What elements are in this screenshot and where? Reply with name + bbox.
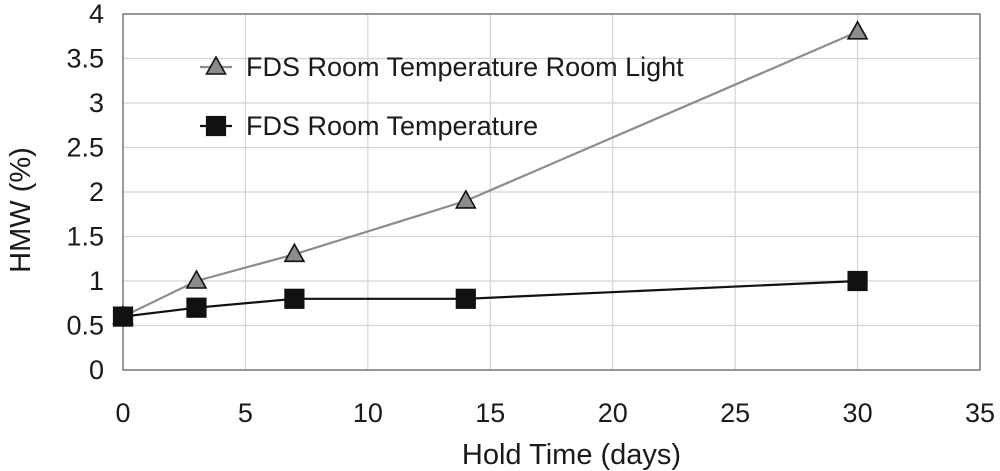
- y-axis-tick-labels: 0 0.5 1 1.5 2 2.5 3 3.5 4: [66, 0, 104, 385]
- y-tick-label: 3.5: [66, 44, 104, 74]
- y-tick-label: 0: [89, 355, 104, 385]
- legend-item: FDS Room Temperature Room Light: [200, 52, 684, 82]
- legend-label: FDS Room Temperature: [246, 111, 538, 141]
- legend-marker-square: [205, 115, 227, 137]
- legend-label: FDS Room Temperature Room Light: [246, 52, 684, 82]
- legend: FDS Room Temperature Room Light FDS Room …: [200, 52, 684, 141]
- y-tick-label: 0.5: [66, 311, 104, 341]
- data-point-triangle: [185, 269, 208, 289]
- x-tick-label: 30: [843, 398, 873, 428]
- data-point-square: [847, 270, 868, 292]
- data-point-triangle: [454, 189, 477, 209]
- legend-item: FDS Room Temperature: [200, 111, 538, 141]
- x-axis-title: Hold Time (days): [462, 439, 681, 471]
- data-point-triangle: [283, 242, 306, 263]
- x-tick-label: 10: [353, 398, 383, 428]
- x-tick-label: 15: [475, 398, 505, 428]
- gridlines: [122, 13, 981, 371]
- y-tick-label: 3: [89, 88, 104, 118]
- y-tick-label: 4: [89, 0, 104, 29]
- legend-marker-triangle: [205, 55, 227, 75]
- x-tick-label: 5: [238, 398, 253, 428]
- x-tick-label: 20: [598, 398, 628, 428]
- x-tick-label: 0: [115, 398, 130, 428]
- y-tick-label: 2.5: [66, 133, 104, 163]
- data-point-square: [112, 306, 134, 327]
- y-tick-label: 2: [89, 177, 104, 207]
- data-point-square: [284, 288, 305, 309]
- y-axis-title: HMW (%): [5, 147, 37, 273]
- series-room-temperature: [112, 270, 868, 327]
- y-tick-label: 1: [89, 266, 104, 296]
- data-point-triangle: [846, 20, 869, 40]
- x-tick-label: 25: [720, 398, 750, 428]
- plot-area-border: [122, 13, 981, 371]
- data-point-square: [455, 288, 476, 309]
- data-point-square: [186, 297, 207, 318]
- y-tick-label: 1.5: [66, 222, 104, 252]
- data-series: [112, 20, 869, 327]
- x-axis-tick-labels: 0 5 10 15 20 25 30 35: [115, 398, 995, 428]
- x-tick-label: 35: [965, 398, 995, 428]
